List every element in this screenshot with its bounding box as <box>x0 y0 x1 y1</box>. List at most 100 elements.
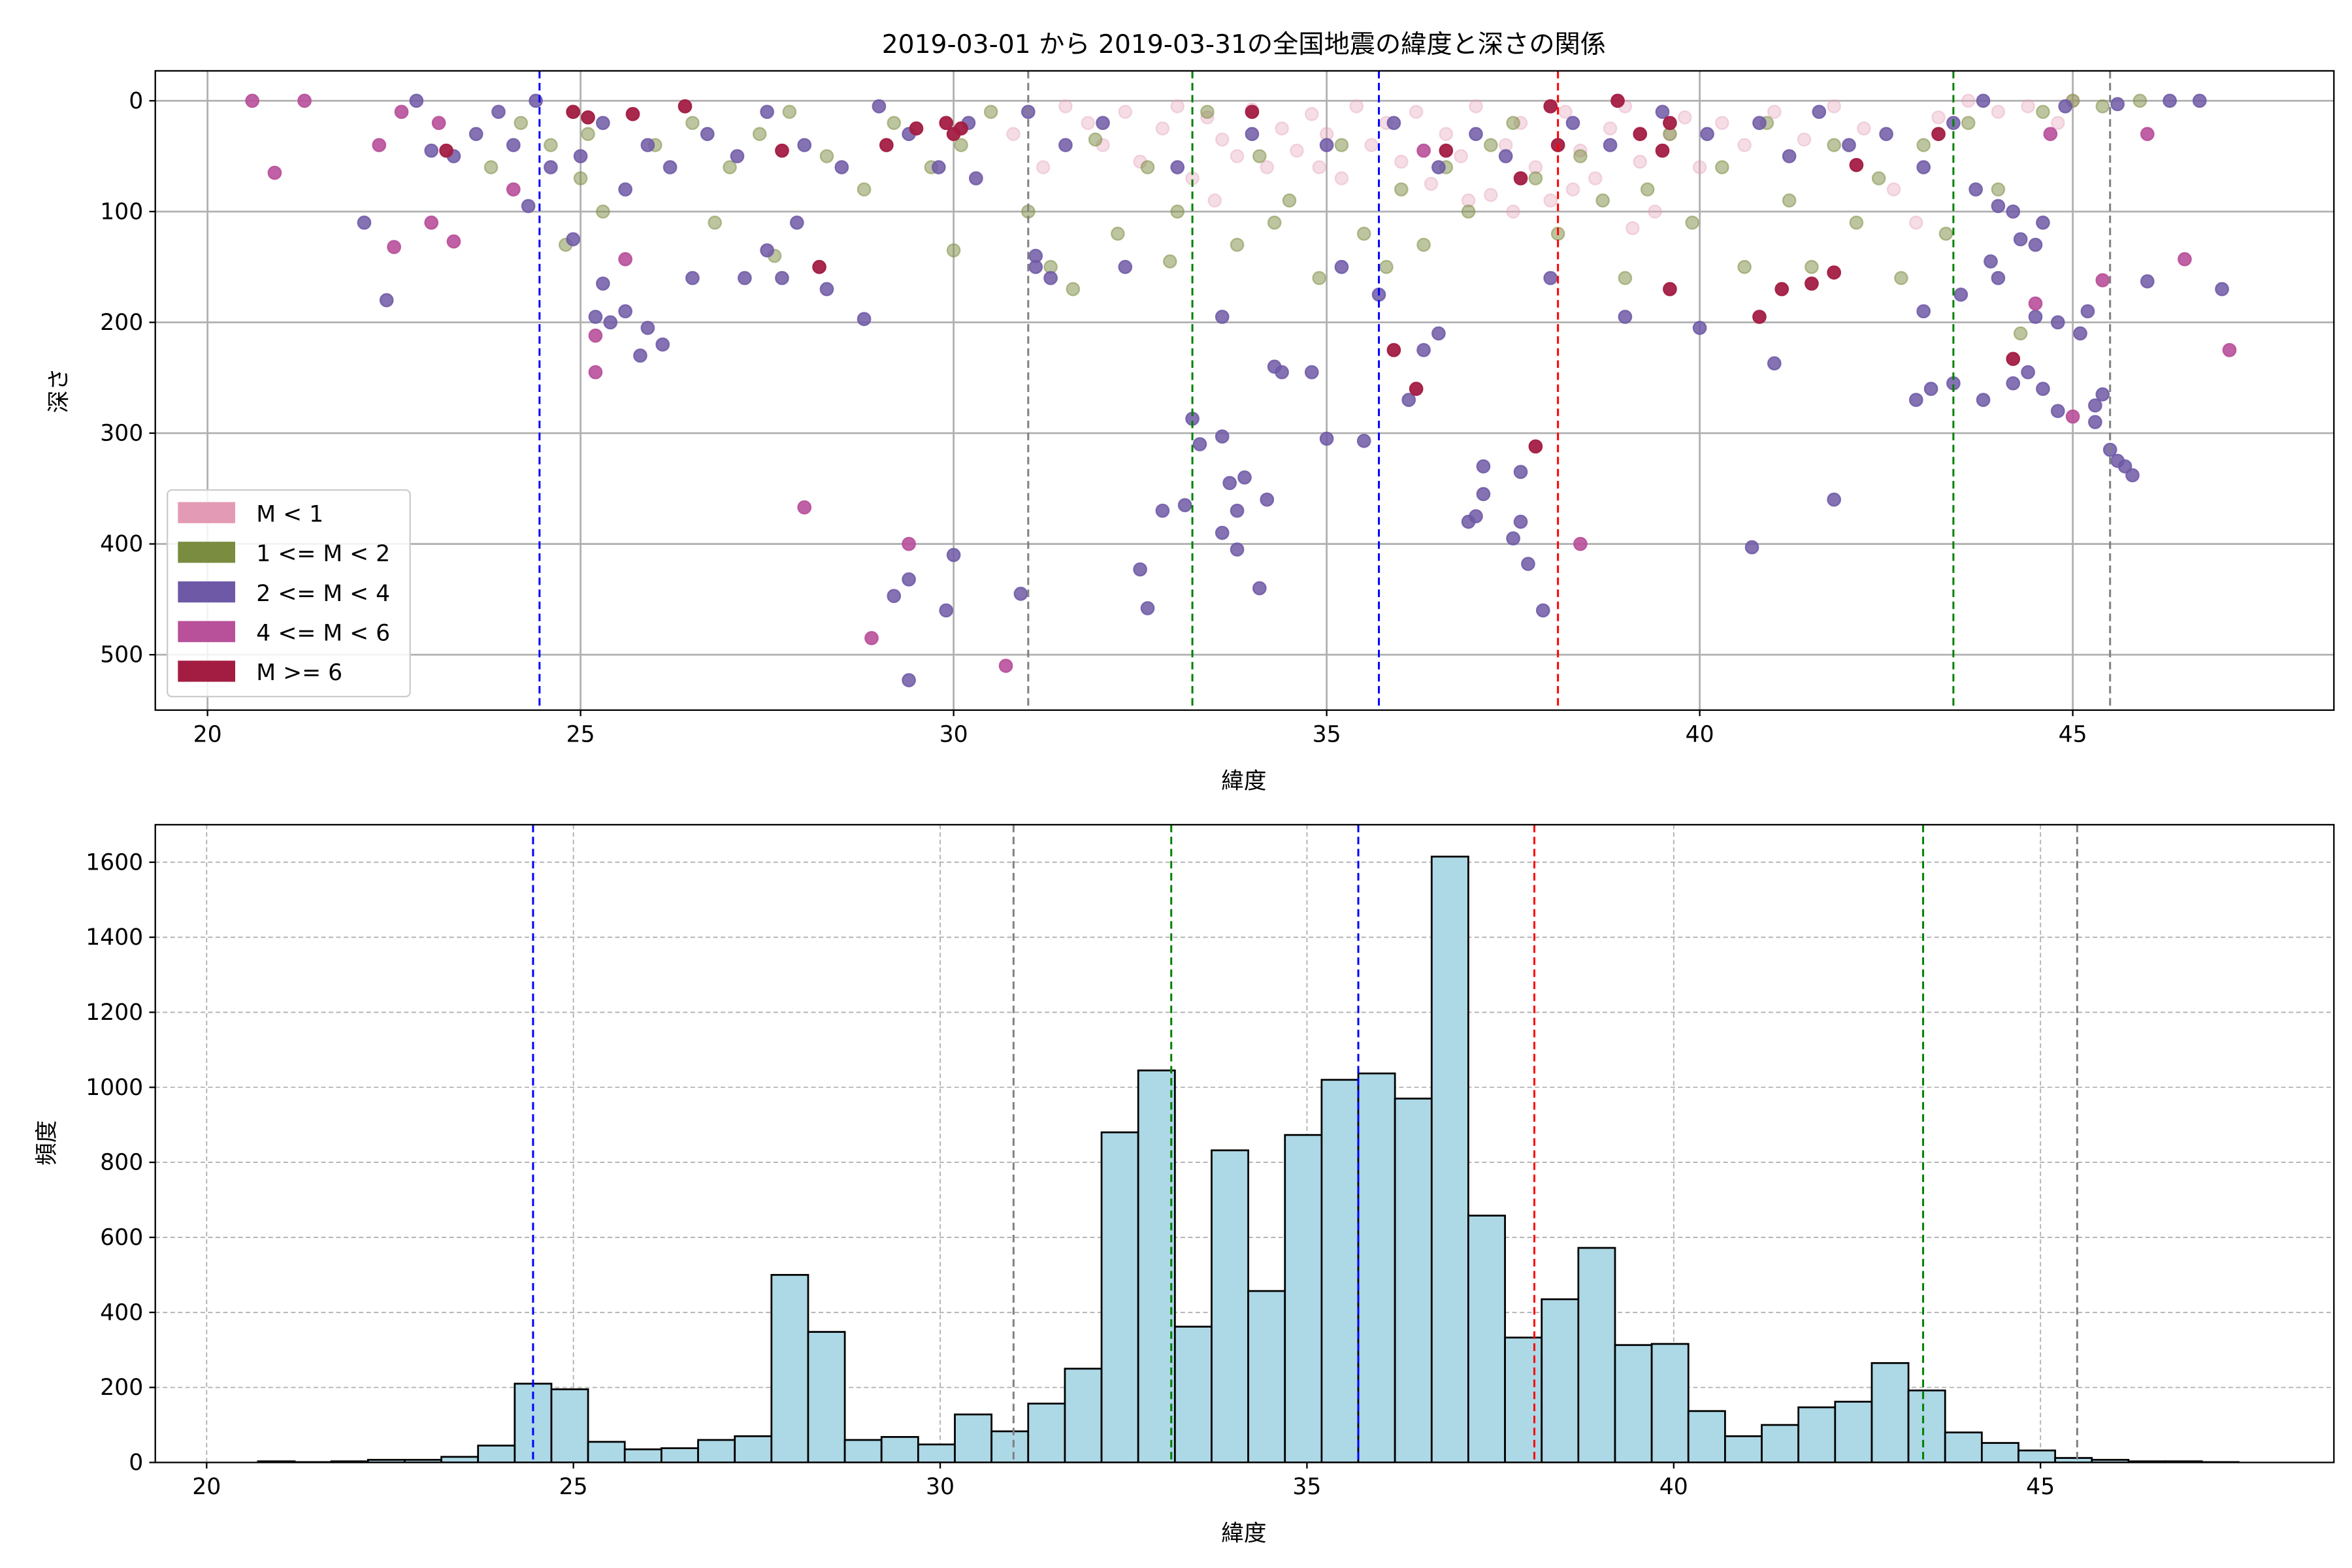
scatter-point <box>738 270 752 286</box>
scatter-point <box>1812 105 1827 120</box>
x-tick-label: 45 <box>2059 721 2087 747</box>
scatter-point <box>1177 498 1192 513</box>
histogram-bar <box>697 1439 736 1463</box>
scatter-axes: 20 25 30 35 40 45 0 100 200 300 400 500 <box>100 70 2335 747</box>
scatter-point <box>1088 132 1103 147</box>
scatter-point <box>1655 105 1670 120</box>
scatter-point <box>1118 259 1133 274</box>
scatter-point <box>2088 415 2102 429</box>
scatter-point <box>1849 157 1864 172</box>
scatter-point <box>1991 182 2006 197</box>
scatter-point <box>700 127 715 141</box>
scatter-point <box>939 116 954 131</box>
scatter-point <box>678 99 693 114</box>
scatter-point <box>1543 99 1558 114</box>
scatter-point <box>1349 99 1364 114</box>
scatter-point <box>760 243 774 258</box>
scatter-point <box>1275 365 1289 380</box>
scatter-point <box>1162 254 1177 269</box>
legend-swatch <box>178 621 235 642</box>
scatter-point <box>633 348 647 363</box>
scatter-point <box>596 276 610 291</box>
scatter-point <box>1245 127 1260 141</box>
scatter-point <box>708 215 723 230</box>
plot-area <box>257 825 2240 1463</box>
scatter-point <box>2036 382 2050 396</box>
scatter-point <box>2125 468 2140 483</box>
scatter-point <box>2028 237 2043 252</box>
scatter-point <box>2006 204 2021 219</box>
scatter-point <box>2140 127 2155 141</box>
scatter-point <box>2117 459 2132 474</box>
scatter-point <box>1416 342 1431 357</box>
scatter-point <box>1633 127 1648 141</box>
scatter-point <box>1036 160 1051 174</box>
scatter-point <box>1752 116 1767 131</box>
scatter-point <box>297 93 312 108</box>
scatter-point <box>782 105 797 120</box>
scatter-point <box>902 536 916 551</box>
scatter-point <box>1558 105 1573 120</box>
y-tick-label: 200 <box>100 310 143 336</box>
scatter-point <box>1461 204 1476 219</box>
scatter-point <box>1886 182 1901 197</box>
scatter-point <box>1267 215 1282 230</box>
scatter-point <box>1767 105 1782 120</box>
y-tick-label: 1400 <box>86 924 143 951</box>
scatter-point <box>1513 514 1528 529</box>
scatter-point <box>655 337 670 352</box>
y-tick-label: 200 <box>100 1375 143 1401</box>
y-tick-label: 100 <box>100 199 143 225</box>
scatter-point <box>1595 193 1610 208</box>
scatter-point <box>2088 398 2102 413</box>
scatter-point <box>1476 459 1491 474</box>
scatter-point <box>1894 270 1908 286</box>
scatter-point <box>1058 99 1073 114</box>
scatter-point <box>1140 601 1155 615</box>
scatter-point <box>2058 99 2073 114</box>
scatter-point <box>1976 393 1991 407</box>
histogram-bar <box>1944 1431 1983 1463</box>
series-4-m-6 <box>245 93 2237 673</box>
scatter-point <box>857 182 872 197</box>
scatter-point <box>1984 254 1998 269</box>
x-tick-label: 20 <box>192 1474 221 1500</box>
histogram-bar <box>1467 1215 1506 1463</box>
scatter-point <box>544 138 558 152</box>
scatter-x-label: 緯度 <box>1221 768 1266 794</box>
scatter-point <box>446 234 461 249</box>
scatter-point <box>939 603 954 618</box>
scatter-point <box>1827 138 1842 152</box>
scatter-point <box>483 160 498 174</box>
scatter-point <box>1685 215 1700 230</box>
histogram-bar <box>1064 1367 1103 1463</box>
axes-frame <box>154 824 2335 1463</box>
scatter-point <box>1028 248 1043 263</box>
series-1-m-2 <box>483 93 2148 341</box>
scatter-point <box>1282 193 1297 208</box>
scatter-point <box>1603 138 1618 152</box>
scatter-point <box>1640 182 1655 197</box>
scatter-point <box>1155 503 1170 518</box>
scatter-point <box>1506 116 1520 131</box>
scatter-point <box>1312 160 1327 174</box>
scatter-point <box>640 138 655 152</box>
hist-x-label: 緯度 <box>1221 1520 1266 1546</box>
scatter-point <box>1379 259 1394 274</box>
scatter-point <box>887 116 902 131</box>
scatter-point <box>2065 409 2080 424</box>
histogram-bar <box>1761 1424 1800 1463</box>
scatter-point <box>723 160 737 174</box>
chart-title: 2019-03-01 から 2019-03-31の全国地震の緯度と深さの関係 <box>882 30 1606 59</box>
scatter-point <box>1319 431 1334 446</box>
y-tick-label: 0 <box>129 1450 143 1476</box>
scatter-point <box>1535 603 1550 618</box>
x-tick-label: 40 <box>1686 721 1714 747</box>
scatter-point <box>819 149 834 163</box>
scatter-point <box>775 143 789 158</box>
scatter-point <box>2073 326 2087 341</box>
scatter-point <box>685 270 700 286</box>
scatter-point <box>1700 127 1714 141</box>
scatter-point <box>1207 193 1222 208</box>
scatter-point <box>1245 105 1260 120</box>
